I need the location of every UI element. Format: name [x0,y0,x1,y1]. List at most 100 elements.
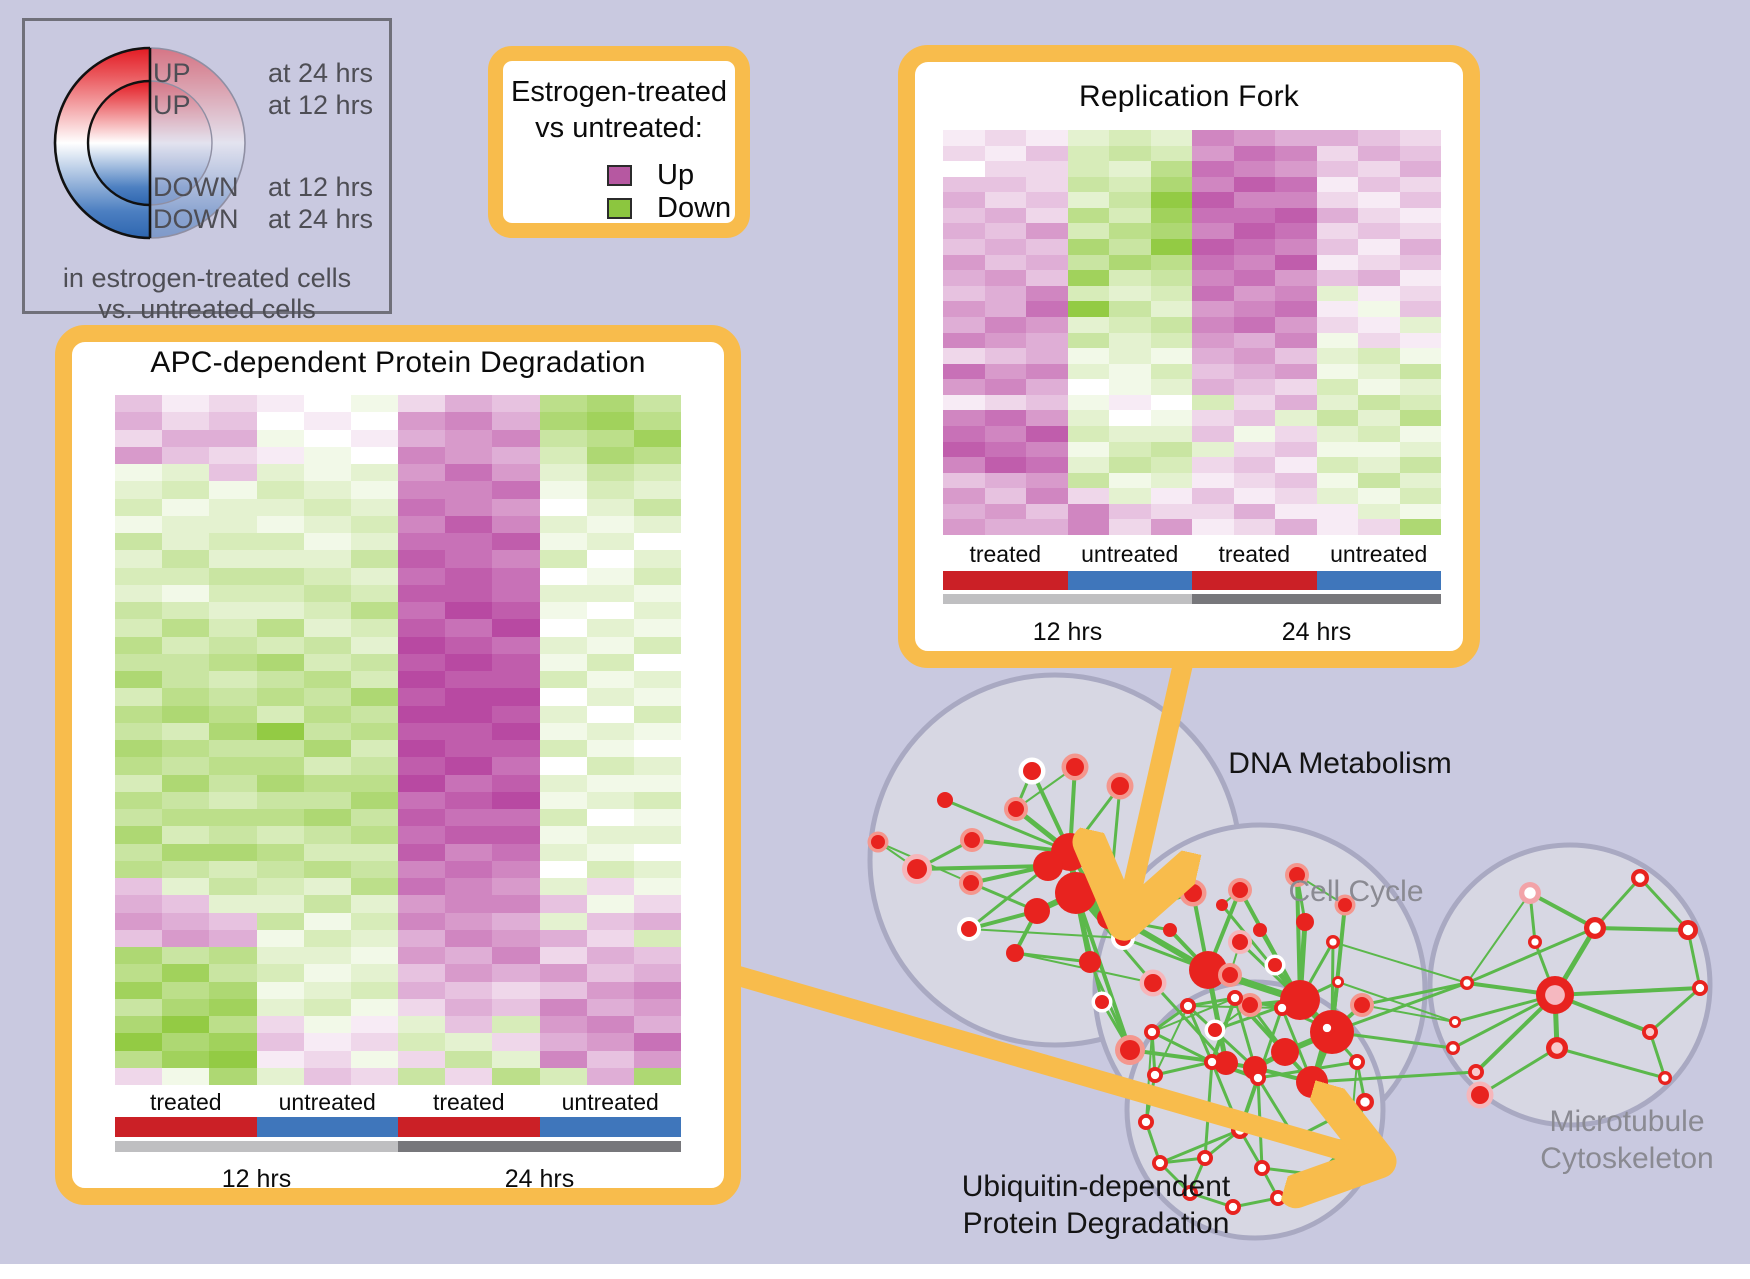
network-node-center [1661,1074,1669,1082]
heatmap-cell [1358,457,1400,473]
heatmap-cell [209,429,257,447]
heatmap-cell [1358,192,1400,208]
heatmap-cell [1358,332,1400,349]
heatmap-cell [209,481,257,499]
heatmap-cell [256,567,304,585]
heatmap-cell [398,653,446,671]
heatmap-cell [162,584,210,602]
network-edge [1528,891,1597,930]
heatmap-cell [209,791,257,809]
heatmap-cell [633,567,681,585]
heatmap-cell [398,636,446,654]
time-bar-24-hrs [1192,594,1441,604]
heatmap-cell [1150,207,1192,224]
heatmap-cell [1192,457,1234,473]
heatmap-cell [1192,223,1234,240]
heatmap-cell [586,1067,634,1085]
heatmap-cell [586,446,634,464]
heatmap-cell [303,860,351,878]
heatmap-cell [1150,425,1192,442]
heatmap-cell [1026,488,1068,504]
heatmap-cell [1067,425,1109,442]
heatmap-cell [445,602,493,620]
network-node [1033,851,1063,881]
heatmap-cell [398,826,446,844]
heatmap-cell [1316,394,1358,411]
heatmap-cell [209,533,257,551]
heatmap-cell [586,653,634,671]
heatmap-cell [115,412,163,430]
heatmap-cell [492,429,540,447]
heatmap-cell [256,688,304,706]
heatmap-cell [303,533,351,551]
heatmap-cell [1150,410,1192,426]
heatmap-cell [492,533,540,551]
network-node-center [1141,1117,1151,1127]
network-node [1115,930,1131,946]
heatmap-cell [492,929,540,947]
network-node-center [1257,1163,1267,1173]
heatmap-cell [398,757,446,775]
heatmap-cell [633,826,681,844]
heatmap-cell [209,498,257,516]
network-node-center [1150,1070,1160,1080]
heatmap-cell [633,395,681,413]
heatmap-cell [943,207,985,224]
heatmap-cell [492,722,540,740]
heatmap-cell [984,457,1026,473]
heatmap-cell [1233,457,1275,473]
network-node-center [1524,887,1536,899]
heatmap-cell [492,636,540,654]
heatmap-cell [1399,519,1441,535]
heatmap-cell [350,636,398,654]
heatmap-cell [633,481,681,499]
heatmap-cell [350,619,398,637]
heatmap-cell [398,912,446,930]
heatmap-cell [445,567,493,585]
heatmap-cell [209,602,257,620]
heatmap-cell [256,860,304,878]
heatmap-cell [1109,425,1151,442]
heatmap-cell [350,464,398,482]
heatmap-cell [1192,301,1234,317]
heatmap-cell [303,1016,351,1034]
heatmap-cell [1192,130,1234,146]
heatmap-cell [350,860,398,878]
heatmap-cell [1109,410,1151,426]
network-node-center [1589,922,1601,934]
heatmap-cell [1275,145,1317,162]
heatmap-cell [256,998,304,1016]
heatmap-cell [445,722,493,740]
heatmap-cell [398,429,446,447]
heatmap-cell [303,964,351,982]
heatmap-cell [1192,316,1234,333]
heatmap-cell [1358,410,1400,426]
heatmap-cell [1150,270,1192,286]
heatmap-cell [943,379,985,395]
group-label-untreated-1: untreated [1081,541,1179,567]
heatmap-cell [256,1033,304,1051]
untreated-bar [539,1117,681,1137]
heatmap-cell [1233,348,1275,364]
network-node [1095,995,1109,1009]
heatmap-cell [586,705,634,723]
network-node [1006,944,1024,962]
heatmap-cell [162,636,210,654]
legend-footer-line2: vs. untreated cells [98,294,316,324]
heatmap-cell [350,705,398,723]
heatmap-cell [350,895,398,913]
heatmap-cell [445,481,493,499]
network-node [1471,1086,1489,1104]
heatmap-cell [539,602,587,620]
heatmap-cell [1399,410,1441,426]
heatmap-cell [256,429,304,447]
heatmap-cell [492,464,540,482]
heatmap-cell [350,826,398,844]
heatmap-cell [256,947,304,965]
heatmap-cell [350,757,398,775]
heatmap-cell [445,809,493,827]
network-node-center [1183,1001,1193,1011]
network-node [1008,801,1024,817]
heatmap-cell [350,843,398,861]
network-edge [1593,926,1690,932]
